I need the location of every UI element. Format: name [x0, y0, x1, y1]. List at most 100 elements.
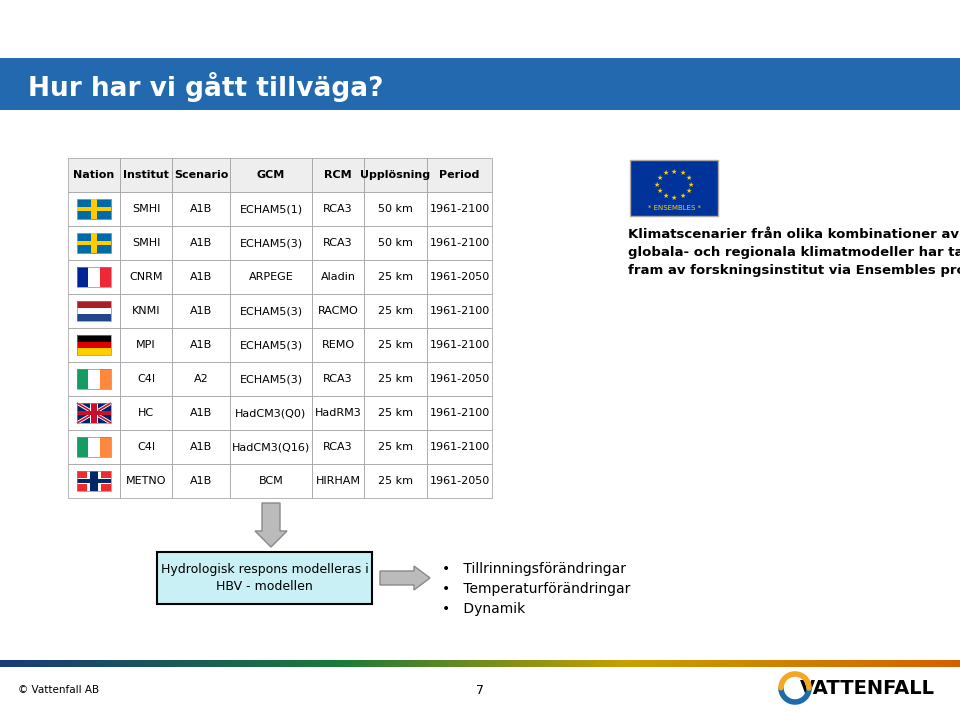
FancyBboxPatch shape [490, 660, 493, 667]
FancyBboxPatch shape [391, 660, 395, 667]
FancyBboxPatch shape [100, 267, 111, 287]
FancyBboxPatch shape [736, 660, 740, 667]
FancyBboxPatch shape [77, 412, 111, 415]
FancyBboxPatch shape [259, 660, 263, 667]
FancyBboxPatch shape [381, 660, 385, 667]
Text: ★: ★ [685, 175, 692, 181]
FancyBboxPatch shape [427, 430, 492, 464]
FancyBboxPatch shape [68, 226, 120, 260]
FancyBboxPatch shape [586, 660, 589, 667]
FancyBboxPatch shape [451, 660, 455, 667]
FancyBboxPatch shape [953, 660, 958, 667]
FancyBboxPatch shape [103, 660, 107, 667]
FancyBboxPatch shape [285, 660, 289, 667]
FancyBboxPatch shape [312, 430, 364, 464]
FancyBboxPatch shape [55, 660, 59, 667]
FancyBboxPatch shape [780, 660, 785, 667]
FancyBboxPatch shape [720, 660, 724, 667]
FancyBboxPatch shape [314, 660, 318, 667]
FancyBboxPatch shape [564, 660, 567, 667]
FancyBboxPatch shape [540, 660, 545, 667]
FancyBboxPatch shape [339, 660, 344, 667]
FancyBboxPatch shape [804, 660, 807, 667]
FancyBboxPatch shape [77, 410, 111, 415]
Text: •   Temperaturförändringar: • Temperaturförändringar [442, 582, 631, 596]
FancyBboxPatch shape [214, 660, 219, 667]
FancyBboxPatch shape [528, 660, 532, 667]
FancyBboxPatch shape [115, 660, 119, 667]
FancyBboxPatch shape [312, 294, 364, 328]
FancyBboxPatch shape [583, 660, 587, 667]
FancyBboxPatch shape [70, 660, 75, 667]
FancyBboxPatch shape [91, 403, 97, 423]
FancyBboxPatch shape [352, 660, 356, 667]
Text: Nation: Nation [73, 170, 114, 180]
FancyBboxPatch shape [120, 464, 172, 498]
FancyBboxPatch shape [173, 660, 177, 667]
Text: RCA3: RCA3 [324, 374, 353, 384]
FancyBboxPatch shape [45, 660, 49, 667]
Text: 1961-2050: 1961-2050 [429, 272, 490, 282]
Text: GCM: GCM [257, 170, 285, 180]
Text: RCA3: RCA3 [324, 442, 353, 452]
FancyBboxPatch shape [151, 660, 155, 667]
FancyBboxPatch shape [372, 660, 375, 667]
FancyBboxPatch shape [634, 660, 637, 667]
FancyBboxPatch shape [336, 660, 340, 667]
Text: HadRM3: HadRM3 [315, 408, 361, 418]
FancyBboxPatch shape [614, 660, 618, 667]
FancyBboxPatch shape [688, 660, 692, 667]
FancyArrow shape [255, 503, 287, 547]
FancyBboxPatch shape [646, 660, 651, 667]
FancyBboxPatch shape [518, 660, 522, 667]
Text: CNRM: CNRM [130, 272, 163, 282]
FancyBboxPatch shape [422, 660, 426, 667]
FancyBboxPatch shape [448, 660, 452, 667]
FancyBboxPatch shape [125, 660, 129, 667]
FancyBboxPatch shape [874, 660, 877, 667]
FancyBboxPatch shape [310, 660, 315, 667]
Text: 1961-2100: 1961-2100 [429, 408, 490, 418]
FancyBboxPatch shape [669, 660, 673, 667]
Text: 50 km: 50 km [378, 204, 413, 214]
FancyBboxPatch shape [403, 660, 407, 667]
FancyBboxPatch shape [77, 314, 111, 321]
FancyBboxPatch shape [713, 660, 718, 667]
FancyBboxPatch shape [944, 660, 948, 667]
FancyBboxPatch shape [938, 660, 942, 667]
FancyBboxPatch shape [732, 660, 737, 667]
FancyBboxPatch shape [617, 660, 622, 667]
FancyBboxPatch shape [838, 660, 843, 667]
FancyBboxPatch shape [233, 660, 238, 667]
Text: 25 km: 25 km [378, 306, 413, 316]
FancyBboxPatch shape [595, 660, 599, 667]
FancyBboxPatch shape [717, 660, 721, 667]
FancyBboxPatch shape [813, 660, 817, 667]
FancyBboxPatch shape [608, 660, 612, 667]
FancyBboxPatch shape [68, 328, 120, 362]
Text: HBV - modellen: HBV - modellen [216, 581, 313, 594]
FancyBboxPatch shape [470, 660, 474, 667]
FancyBboxPatch shape [400, 660, 404, 667]
FancyBboxPatch shape [547, 660, 551, 667]
FancyBboxPatch shape [665, 660, 670, 667]
Text: ARPEGE: ARPEGE [249, 272, 294, 282]
FancyBboxPatch shape [172, 192, 230, 226]
FancyBboxPatch shape [324, 660, 327, 667]
FancyBboxPatch shape [535, 660, 539, 667]
Text: A1B: A1B [190, 408, 212, 418]
FancyBboxPatch shape [68, 396, 120, 430]
FancyBboxPatch shape [787, 660, 791, 667]
FancyBboxPatch shape [416, 660, 420, 667]
FancyBboxPatch shape [68, 430, 120, 464]
FancyBboxPatch shape [576, 660, 580, 667]
FancyBboxPatch shape [224, 660, 228, 667]
FancyBboxPatch shape [854, 660, 858, 667]
FancyBboxPatch shape [120, 226, 172, 260]
FancyBboxPatch shape [627, 660, 632, 667]
FancyBboxPatch shape [172, 226, 230, 260]
FancyBboxPatch shape [848, 660, 852, 667]
Text: 25 km: 25 km [378, 340, 413, 350]
FancyBboxPatch shape [387, 660, 392, 667]
FancyBboxPatch shape [656, 660, 660, 667]
